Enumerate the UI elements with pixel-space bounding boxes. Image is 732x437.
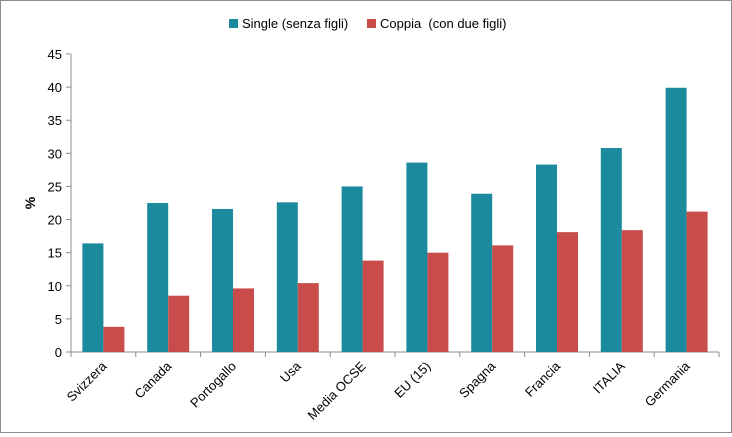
bars [82,87,708,353]
bar-single [341,186,363,352]
y-tick-label: 10 [48,279,62,294]
bar-coppia [233,288,254,352]
x-tick-label: Media OCSE [304,358,368,422]
x-axis-labels: Svizzera Canada Portogallo Usa Media OCSE EU … [64,358,694,423]
bar-coppia [427,252,449,352]
y-axis-label: % [22,196,38,209]
y-tick-label: 25 [48,179,62,194]
x-tick-label: Spagna [456,358,499,401]
bar-coppia [362,260,384,352]
y-tick-label: 5 [55,312,62,327]
y-tick-label: 0 [55,345,62,360]
x-tick-label: Portogallo [187,359,239,411]
bar-coppia [103,326,125,352]
legend-swatch-coppia [367,19,376,28]
bar-single [82,243,104,352]
y-tick-label: 40 [48,80,62,95]
bar-single [600,148,622,352]
bar-coppia [168,295,190,352]
bar-coppia [686,211,708,352]
y-tick-label: 20 [48,213,62,228]
y-axis-ticks: 0 5 10 15 20 25 30 35 40 45 [48,47,71,360]
x-tick-label: Francia [522,358,564,400]
legend: Single (senza figli) Coppia (con due fig… [229,16,506,31]
bar-single [471,193,493,352]
bar-coppia [297,283,319,352]
legend-label-coppia: Coppia (con due figli) [380,16,506,31]
bar-coppia [492,245,514,352]
x-tick-label: EU (15) [391,359,433,401]
bar-coppia [621,230,643,352]
y-tick-label: 15 [48,246,62,261]
bar-single [406,162,428,352]
bar-coppia [557,232,578,352]
x-tick-label: Germania [642,358,694,410]
legend-label-single: Single (senza figli) [242,16,348,31]
x-tick-label: Svizzera [64,358,110,404]
bar-single [212,208,233,352]
x-tick-label: Usa [277,358,304,385]
bar-single [536,164,557,352]
y-tick-label: 35 [48,113,62,128]
bar-single [276,202,298,352]
bar-single [147,203,169,352]
y-tick-label: 30 [48,146,62,161]
x-tick-label: Canada [132,358,175,401]
legend-swatch-single [229,19,238,28]
y-tick-label: 45 [48,47,62,62]
bar-single [665,87,687,353]
x-tick-label: ITALIA [590,358,628,396]
